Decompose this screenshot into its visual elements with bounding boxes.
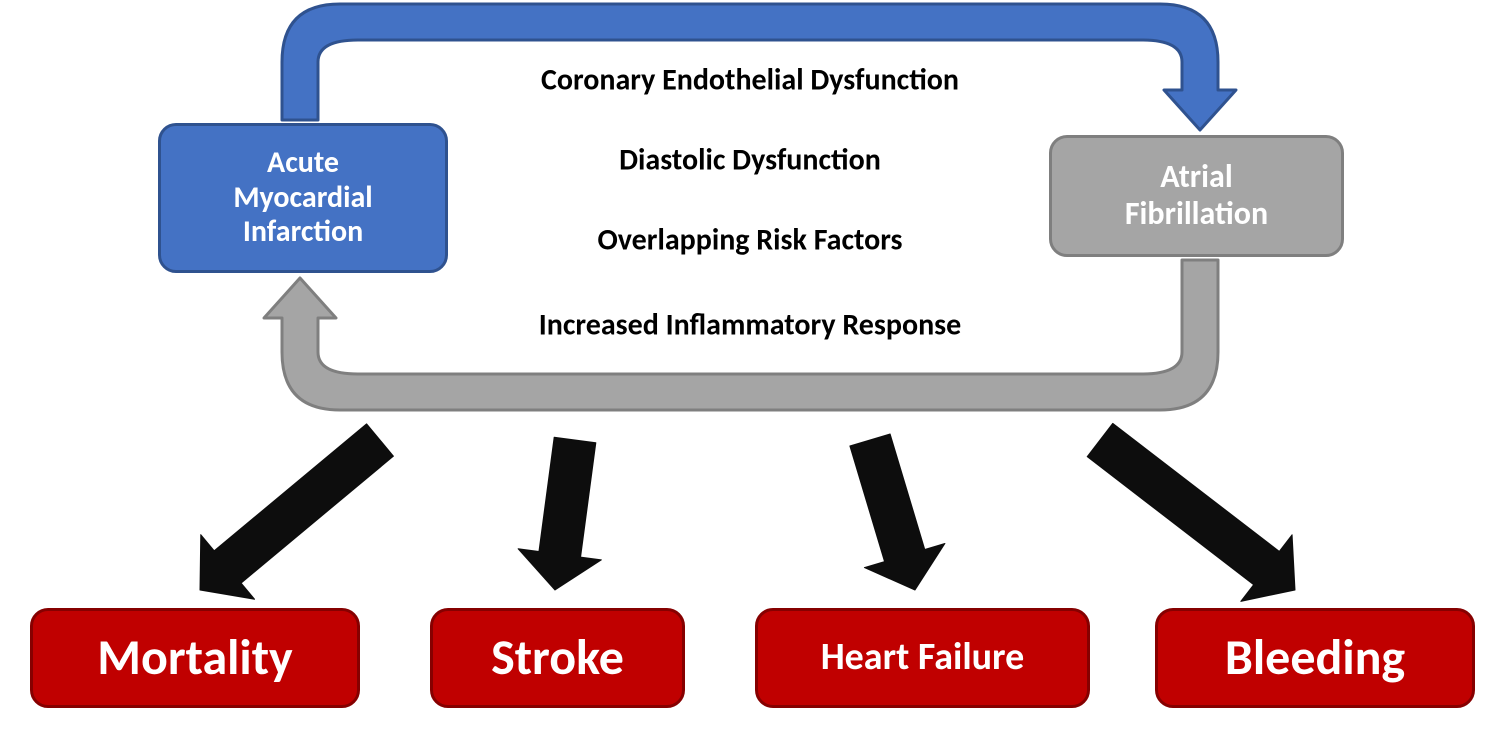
arrow-down-2 — [850, 434, 945, 590]
node-ami: Acute Myocardial Infarction — [158, 123, 448, 273]
node-stroke: Stroke — [430, 608, 685, 708]
center-label-l3: Overlapping Risk Factors — [597, 222, 902, 259]
node-mortality: Mortality — [30, 608, 360, 708]
node-af: Atrial Fibrillation — [1049, 135, 1344, 257]
arrow-down-1 — [518, 437, 601, 590]
node-bleeding: Bleeding — [1155, 608, 1475, 708]
node-hf: Heart Failure — [755, 608, 1090, 708]
arrow-down-0 — [200, 424, 393, 599]
center-label-l4: Increased Inflammatory Response — [539, 307, 962, 344]
center-label-l1: Coronary Endothelial Dysfunction — [541, 62, 959, 99]
arrow-down-3 — [1087, 423, 1295, 601]
center-label-l2: Diastolic Dysfunction — [619, 142, 881, 179]
